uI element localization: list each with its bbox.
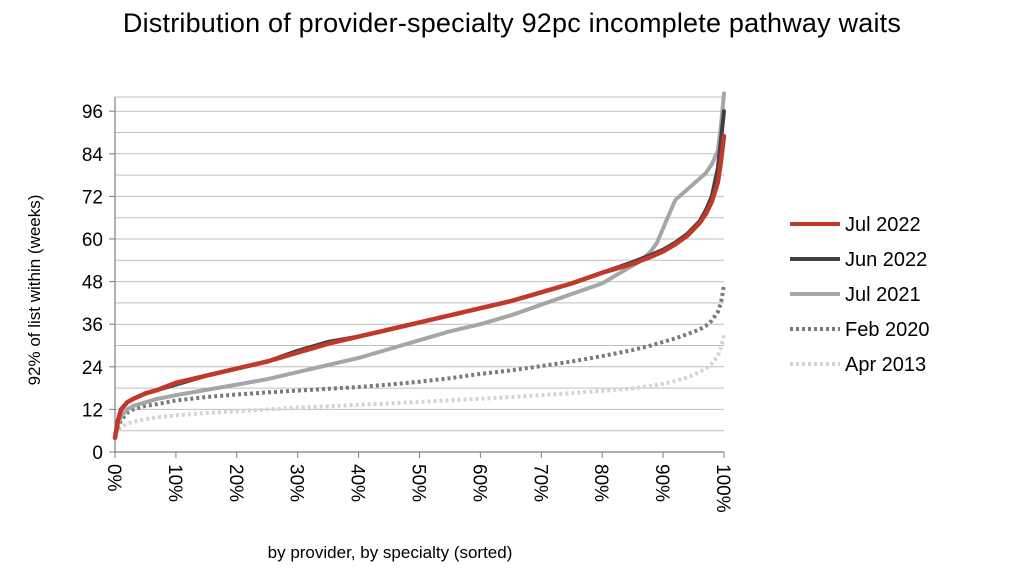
- x-tick-label: 20%: [225, 464, 246, 502]
- x-tick-label: 60%: [468, 464, 489, 502]
- legend-label-apr-2013: Apr 2013: [845, 354, 926, 376]
- legend: Jul 2022 Jun 2022 Jul 2021 Feb 2020 Apr 2013: [790, 214, 930, 376]
- x-tick-label: 30%: [286, 464, 307, 502]
- x-tick-label: 40%: [347, 464, 368, 502]
- x-tick-label: 80%: [590, 464, 611, 502]
- x-tick-label: 10%: [164, 464, 185, 502]
- legend-label-jun-2022: Jun 2022: [845, 249, 927, 271]
- series-line-jul-2022: [112, 133, 727, 441]
- legend-label-jul-2022: Jul 2022: [845, 214, 921, 236]
- y-tick-label: 96: [82, 102, 103, 123]
- x-axis-title: by provider, by specialty (sorted): [268, 543, 513, 562]
- y-tick-label: 60: [82, 230, 103, 251]
- y-tick-label: 48: [82, 273, 103, 294]
- y-tick-label: 0: [92, 443, 103, 464]
- axes: [109, 97, 725, 458]
- y-tick-label: 84: [82, 145, 104, 166]
- x-tick-label: 90%: [651, 464, 672, 502]
- x-tick-label: 100%: [712, 464, 733, 513]
- legend-label-jul-2021: Jul 2021: [845, 284, 921, 306]
- y-tick-label: 24: [82, 358, 104, 379]
- legend-label-feb-2020: Feb 2020: [845, 319, 930, 341]
- y-tick-label: 72: [82, 187, 103, 208]
- y-tick-label: 36: [82, 315, 103, 336]
- series-line-apr-2013: [113, 334, 726, 436]
- series-line-jul-2021: [113, 91, 726, 440]
- x-tick-label: 70%: [529, 464, 550, 502]
- tick-labels: 0 12 24 36 48 60 72 84 96 0% 10% 20% 30% 40% 50% 60% 70%…: [82, 102, 733, 513]
- series-line-feb-2020: [113, 284, 726, 436]
- y-axis-title: 92% of list within (weeks): [25, 195, 44, 386]
- series-lines: [112, 91, 727, 441]
- chart-title: Distribution of provider-specialty 92pc …: [122, 8, 902, 38]
- x-tick-label: 50%: [408, 464, 429, 502]
- y-tick-label: 12: [82, 400, 103, 421]
- x-tick-label: 0%: [103, 464, 124, 492]
